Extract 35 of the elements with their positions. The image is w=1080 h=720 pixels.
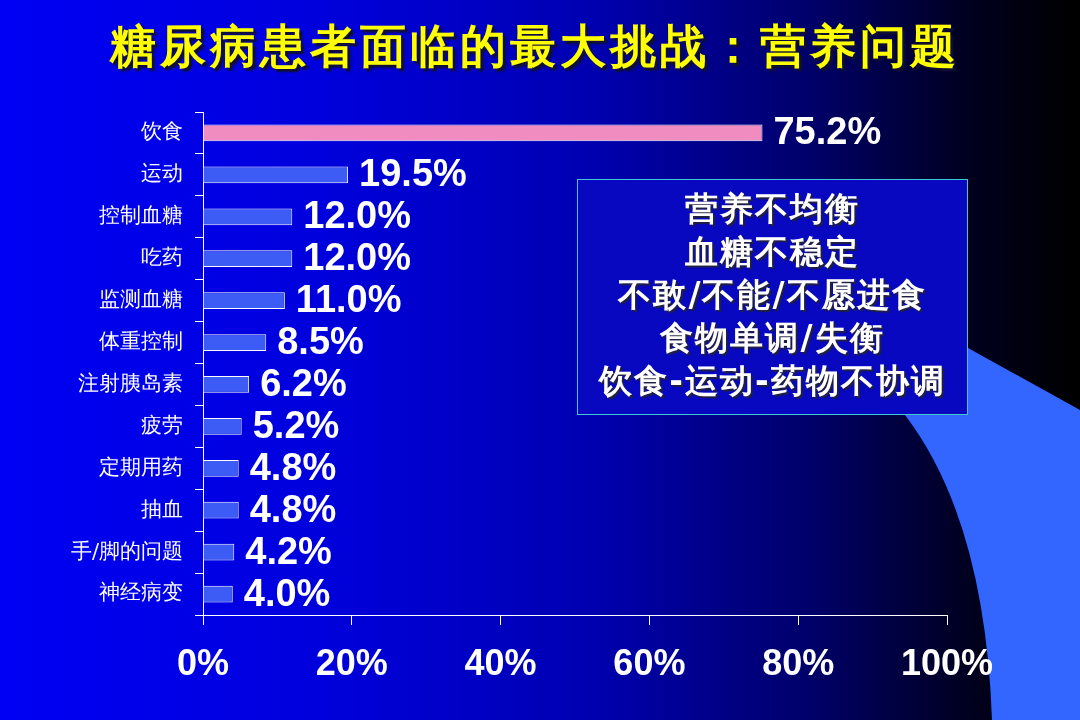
annotation: 血糖不稳定 — [684, 231, 861, 273]
data-label: 19.5% — [359, 152, 467, 195]
x-tick-label: 80% — [762, 641, 835, 683]
chart-title: 糖尿病患者面临的最大挑战：营养问题 — [108, 18, 961, 74]
data-label: 12.0% — [303, 236, 412, 279]
data-label: 5.2% — [252, 403, 340, 446]
y-tick-label: 注射胰岛素 — [78, 370, 183, 395]
y-tick-label: 监测血糖 — [99, 287, 183, 312]
data-label: 11.0% — [295, 278, 402, 321]
x-tick-label: 60% — [613, 641, 686, 683]
annotation: 食物单调/失衡 — [659, 317, 886, 359]
y-tick-label: 手/脚的问题 — [70, 538, 183, 563]
data-label: 75.2% — [773, 110, 882, 153]
x-tick-label: 40% — [464, 641, 537, 683]
y-tick-label: 运动 — [141, 161, 183, 186]
annotation: 营养不均衡 — [684, 188, 861, 230]
data-label: 4.8% — [249, 445, 337, 488]
x-tick-label: 0% — [176, 641, 230, 683]
y-tick-label: 控制血糖 — [99, 203, 183, 228]
y-tick-label: 饮食 — [140, 119, 183, 144]
data-label: 4.0% — [243, 571, 331, 614]
data-label: 12.0% — [303, 194, 412, 237]
y-tick-label: 抽血 — [141, 496, 183, 521]
data-label: 4.2% — [245, 529, 332, 572]
annotation: 饮食-运动-药物不协调 — [597, 360, 947, 402]
x-tick-label: 20% — [315, 641, 388, 683]
y-tick-label: 吃药 — [141, 245, 183, 270]
data-label: 4.8% — [249, 487, 337, 530]
annotation: 不敢/不能/不愿进食 — [617, 274, 928, 316]
y-tick-label: 疲劳 — [141, 412, 183, 437]
y-tick-label: 神经病变 — [99, 580, 183, 605]
y-tick-label: 体重控制 — [99, 328, 183, 353]
data-label: 6.2% — [260, 361, 347, 404]
y-tick-label: 定期用药 — [99, 454, 183, 479]
data-label: 8.5% — [277, 320, 364, 363]
